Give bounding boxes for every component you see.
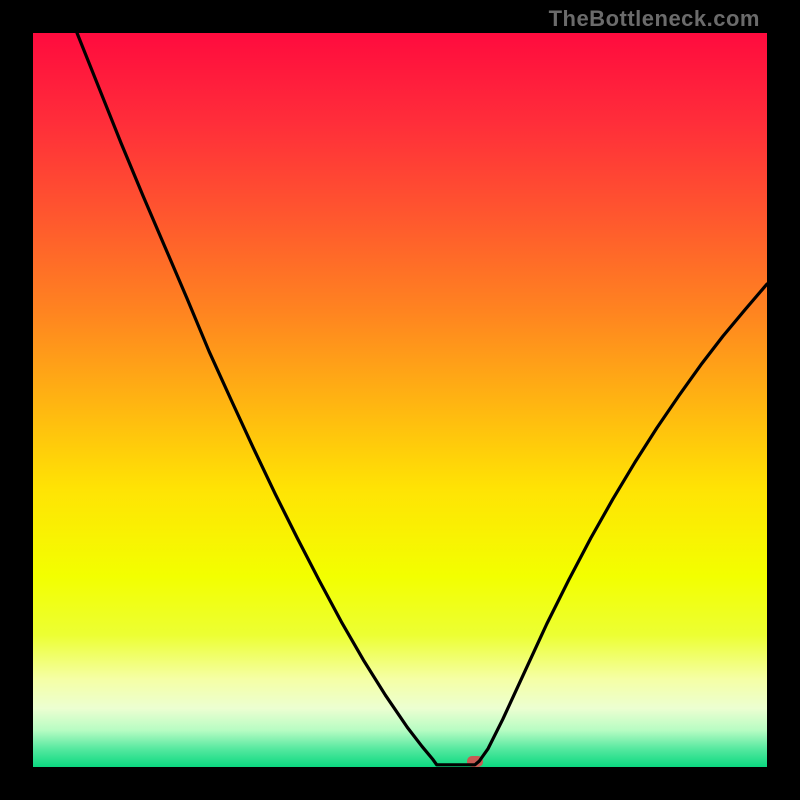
bottleneck-curve bbox=[33, 33, 767, 767]
curve-path bbox=[77, 33, 767, 765]
chart-stage: TheBottleneck.com bbox=[0, 0, 800, 800]
chart-area bbox=[33, 33, 767, 767]
source-watermark: TheBottleneck.com bbox=[549, 6, 760, 32]
